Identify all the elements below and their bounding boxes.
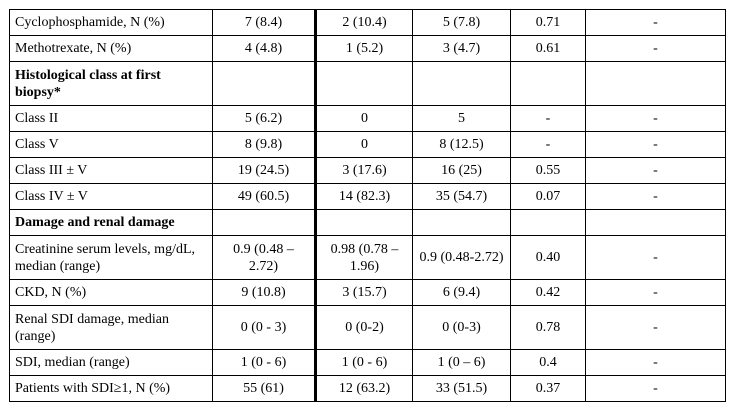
cell-value: - (585, 375, 726, 402)
empty-cell (212, 209, 316, 236)
row-label: Creatinine serum levels, mg/dL, median (… (9, 235, 213, 280)
row-label: Cyclophosphamide, N (%) (9, 9, 213, 36)
cell-value: 0.42 (510, 279, 586, 306)
row-label: Class IV ± V (9, 183, 213, 210)
row-label: Class III ± V (9, 157, 213, 184)
row-label: Renal SDI damage, median (range) (9, 305, 213, 350)
table-row: Class III ± V 19 (24.5) 3 (17.6) 16 (25) 0.5… (9, 157, 726, 184)
cell-value: 5 (7.8) (412, 9, 511, 36)
cell-value: 3 (15.7) (314, 279, 413, 306)
cell-value: 3 (17.6) (314, 157, 413, 184)
cell-value: 0.55 (510, 157, 586, 184)
table-row: Damage and renal damage (9, 209, 726, 236)
cell-value: - (585, 183, 726, 210)
table-row: Histological class at first biopsy* (9, 61, 726, 106)
cell-value: - (510, 131, 586, 158)
cell-value: 0.40 (510, 235, 586, 280)
empty-cell (510, 209, 586, 236)
cell-value: 14 (82.3) (314, 183, 413, 210)
cell-value: 0 (0-3) (412, 305, 511, 350)
cell-value: 0 (0 - 3) (212, 305, 316, 350)
section-header: Damage and renal damage (9, 209, 213, 236)
cell-value: - (510, 105, 586, 132)
row-label: CKD, N (%) (9, 279, 213, 306)
table-row: Class IV ± V 49 (60.5) 14 (82.3) 35 (54.7) 0… (9, 183, 726, 210)
cell-value: - (585, 305, 726, 350)
cell-value: 0.61 (510, 35, 586, 62)
cell-value: 16 (25) (412, 157, 511, 184)
cell-value: - (585, 35, 726, 62)
table-row: Patients with SDI≥1, N (%) 55 (61) 12 (63.… (9, 375, 726, 402)
cell-value: 5 (6.2) (212, 105, 316, 132)
cell-value: 19 (24.5) (212, 157, 316, 184)
cell-value: 0.78 (510, 305, 586, 350)
row-label: Patients with SDI≥1, N (%) (9, 375, 213, 402)
table-row: Renal SDI damage, median (range) 0 (0 - 3… (9, 305, 726, 350)
cell-value: 0.07 (510, 183, 586, 210)
cell-value: 0.98 (0.78 – 1.96) (314, 235, 413, 280)
row-label: Class V (9, 131, 213, 158)
cell-value: 55 (61) (212, 375, 316, 402)
row-label: SDI, median (range) (9, 349, 213, 376)
cell-value: - (585, 279, 726, 306)
empty-cell (510, 61, 586, 106)
table-body: Cyclophosphamide, N (%) 7 (8.4) 2 (10.4) 5 … (9, 9, 726, 402)
empty-cell (585, 61, 726, 106)
cell-value: 33 (51.5) (412, 375, 511, 402)
table-row: Class II 5 (6.2) 0 5- - (9, 105, 726, 132)
cell-value: - (585, 9, 726, 36)
cell-value: 0.9 (0.48-2.72) (412, 235, 511, 280)
cell-value: 1 (0 - 6) (212, 349, 316, 376)
cell-value: 0 (0-2) (314, 305, 413, 350)
empty-cell (585, 209, 726, 236)
cell-value: 0.9 (0.48 – 2.72) (212, 235, 316, 280)
cell-value: 0.37 (510, 375, 586, 402)
cell-value: 0 (314, 105, 413, 132)
cell-value: 8 (12.5) (412, 131, 511, 158)
cell-value: 1 (0 - 6) (314, 349, 413, 376)
empty-cell (412, 209, 511, 236)
cell-value: - (585, 157, 726, 184)
table-row: Cyclophosphamide, N (%) 7 (8.4) 2 (10.4) 5 … (9, 9, 726, 36)
cell-value: - (585, 131, 726, 158)
cell-value: 9 (10.8) (212, 279, 316, 306)
cell-value: 0.71 (510, 9, 586, 36)
cell-value: 1 (0 – 6) (412, 349, 511, 376)
cell-value: - (585, 235, 726, 280)
cell-value: 8 (9.8) (212, 131, 316, 158)
table-row: CKD, N (%) 9 (10.8) 3 (15.7) 6 (9.4) 0.42- (9, 279, 726, 306)
cell-value: 49 (60.5) (212, 183, 316, 210)
cell-value: 7 (8.4) (212, 9, 316, 36)
empty-cell (412, 61, 511, 106)
empty-cell (314, 209, 413, 236)
cell-value: 12 (63.2) (314, 375, 413, 402)
cell-value: 0.4 (510, 349, 586, 376)
cell-value: 2 (10.4) (314, 9, 413, 36)
cell-value: 6 (9.4) (412, 279, 511, 306)
cell-value: 1 (5.2) (314, 35, 413, 62)
table-row: SDI, median (range) 1 (0 - 6) 1 (0 - 6) 1 (… (9, 349, 726, 376)
cell-value: 35 (54.7) (412, 183, 511, 210)
cell-value: - (585, 349, 726, 376)
table-row: Creatinine serum levels, mg/dL, median (… (9, 235, 726, 280)
table-row: Methotrexate, N (%) 4 (4.8) 1 (5.2) 3 (4.7)… (9, 35, 726, 62)
empty-cell (314, 61, 413, 106)
cell-value: - (585, 105, 726, 132)
row-label: Methotrexate, N (%) (9, 35, 213, 62)
cell-value: 0 (314, 131, 413, 158)
row-label: Class II (9, 105, 213, 132)
cell-value: 5 (412, 105, 511, 132)
data-table: Cyclophosphamide, N (%) 7 (8.4) 2 (10.4) 5 … (9, 9, 726, 402)
section-header: Histological class at first biopsy* (9, 61, 213, 106)
cell-value: 4 (4.8) (212, 35, 316, 62)
empty-cell (212, 61, 316, 106)
cell-value: 3 (4.7) (412, 35, 511, 62)
